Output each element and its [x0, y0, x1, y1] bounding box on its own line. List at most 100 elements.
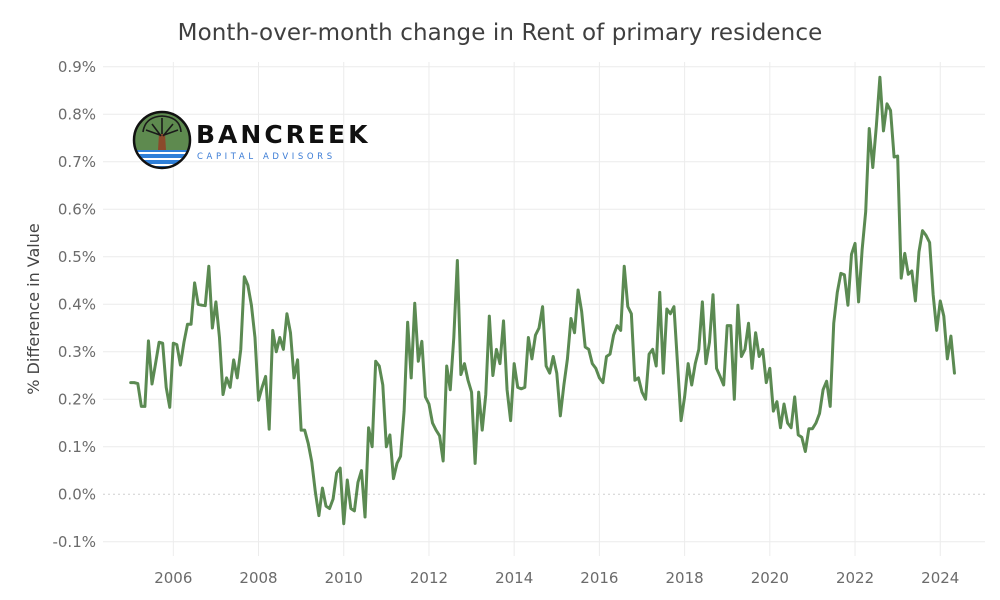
data-point: [345, 478, 349, 482]
data-point: [448, 388, 452, 392]
data-point: [299, 428, 303, 432]
data-point: [381, 383, 385, 387]
data-point: [423, 395, 427, 399]
data-point: [505, 388, 509, 392]
data-point: [917, 250, 921, 254]
data-point: [320, 486, 324, 490]
y-tick-label: 0.2%: [58, 390, 96, 408]
data-point: [825, 379, 829, 383]
data-point: [608, 352, 612, 356]
data-point: [146, 339, 150, 343]
data-point: [789, 426, 793, 430]
x-tick-label: 2018: [666, 569, 704, 587]
data-point: [288, 331, 292, 335]
data-point: [335, 471, 339, 475]
data-point: [949, 334, 953, 338]
data-point: [189, 322, 193, 326]
data-point: [406, 320, 410, 324]
x-tick-label: 2010: [325, 569, 363, 587]
data-point: [842, 273, 846, 277]
data-point: [548, 371, 552, 375]
data-point: [171, 341, 175, 345]
data-point: [942, 314, 946, 318]
data-point: [921, 229, 925, 233]
data-point: [562, 383, 566, 387]
data-point: [764, 381, 768, 385]
data-point: [207, 264, 211, 268]
data-point: [168, 405, 172, 409]
y-axis-label: % Difference in Value: [24, 223, 43, 394]
y-tick-label: 0.4%: [58, 295, 96, 313]
y-tick-label: 0.1%: [58, 438, 96, 456]
data-point: [718, 374, 722, 378]
data-point: [260, 385, 264, 389]
data-point: [910, 269, 914, 273]
data-point: [388, 433, 392, 437]
data-point: [217, 336, 221, 340]
data-point: [931, 293, 935, 297]
data-point: [867, 127, 871, 131]
data-point: [537, 326, 541, 330]
data-point: [441, 459, 445, 463]
data-point: [132, 381, 136, 385]
data-point: [544, 364, 548, 368]
data-point: [306, 441, 310, 445]
data-point: [704, 362, 708, 366]
data-point: [860, 248, 864, 252]
y-tick-label: 0.8%: [58, 105, 96, 123]
y-tick-label: 0.6%: [58, 200, 96, 218]
data-point: [431, 421, 435, 425]
data-point: [725, 324, 729, 328]
data-point: [676, 362, 680, 366]
data-point: [640, 390, 644, 394]
data-point: [857, 300, 861, 304]
data-point: [274, 350, 278, 354]
data-point: [754, 331, 758, 335]
data-point: [530, 357, 534, 361]
data-point: [328, 507, 332, 511]
data-point: [136, 382, 140, 386]
data-point: [399, 454, 403, 458]
x-tick-labels: 2006 2008 2010 2012 2014 2016 2018 2020 2022 2024: [154, 569, 959, 587]
data-point: [828, 404, 832, 408]
x-tick-label: 2022: [836, 569, 874, 587]
data-point: [775, 400, 779, 404]
data-point: [498, 362, 502, 366]
data-point: [228, 385, 232, 389]
data-point: [839, 271, 843, 275]
data-point: [466, 378, 470, 382]
data-point: [285, 312, 289, 316]
data-point: [612, 333, 616, 337]
data-point: [154, 362, 158, 366]
data-point: [214, 300, 218, 304]
data-point: [139, 404, 143, 408]
y-tick-label: 0.5%: [58, 248, 96, 266]
data-point: [221, 393, 225, 397]
data-point: [164, 385, 168, 389]
data-point: [186, 322, 190, 326]
x-tick-label: 2020: [751, 569, 789, 587]
x-tick-label: 2012: [410, 569, 448, 587]
data-point: [906, 272, 910, 276]
data-point: [871, 165, 875, 169]
x-tick-label: 2024: [921, 569, 959, 587]
data-point: [452, 336, 456, 340]
data-point: [242, 275, 246, 279]
data-point: [246, 283, 250, 287]
data-point: [249, 303, 253, 307]
data-point: [874, 124, 878, 128]
data-point: [257, 398, 261, 402]
data-point: [896, 154, 900, 158]
y-tick-label: 0.9%: [58, 58, 96, 76]
data-point: [526, 336, 530, 340]
data-point: [846, 303, 850, 307]
data-point: [878, 75, 882, 79]
data-point: [470, 390, 474, 394]
data-point: [484, 393, 488, 397]
x-tick-label: 2008: [239, 569, 277, 587]
data-point: [583, 345, 587, 349]
series-line: [129, 75, 956, 526]
data-point: [768, 366, 772, 370]
data-point: [203, 304, 207, 308]
data-point: [892, 155, 896, 159]
